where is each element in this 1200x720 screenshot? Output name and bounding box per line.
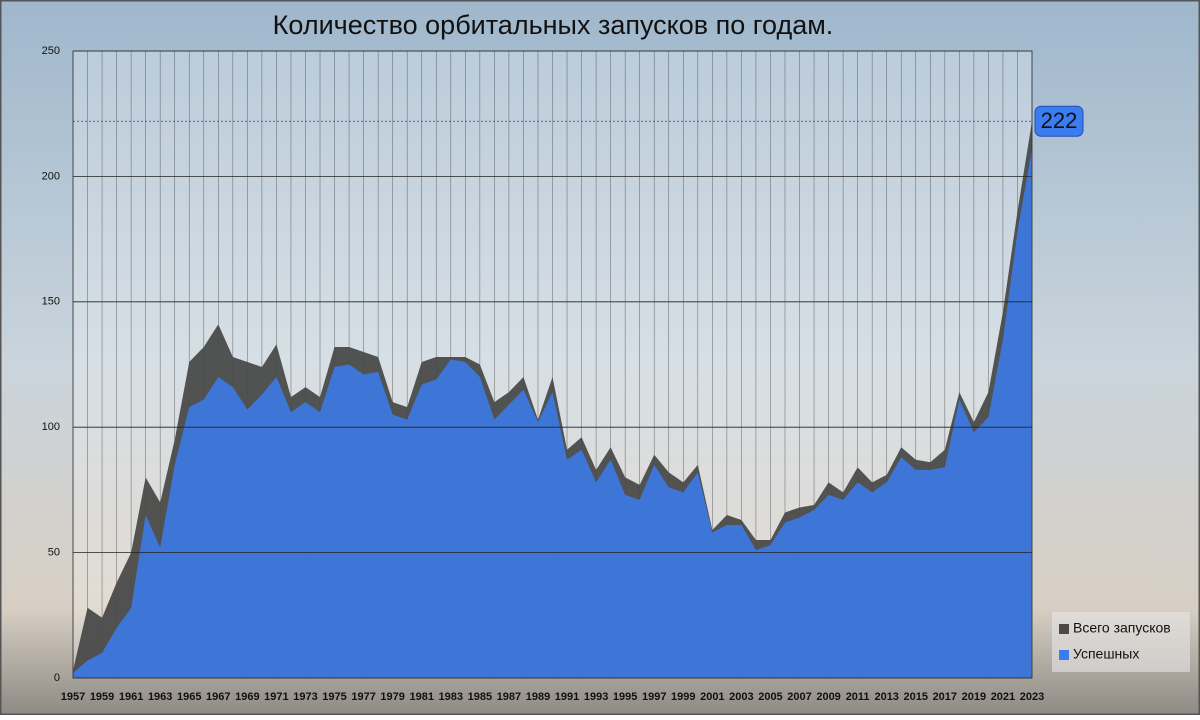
x-tick-label: 2003 [729, 691, 753, 703]
x-tick-label: 1957 [61, 691, 85, 703]
x-tick-label: 1995 [613, 691, 637, 703]
x-tick-label: 1999 [671, 691, 695, 703]
x-tick-label: 1961 [119, 691, 143, 703]
x-tick-label: 1987 [497, 691, 521, 703]
x-tick-label: 2011 [846, 691, 870, 703]
legend-box [1052, 612, 1190, 672]
x-tick-label: 1971 [264, 691, 288, 703]
x-tick-label: 2019 [962, 691, 986, 703]
plot-frame [72, 50, 1033, 679]
y-tick-label: 200 [42, 170, 60, 182]
x-tick-label: 2017 [933, 691, 957, 703]
legend-swatch [1059, 650, 1069, 660]
x-tick-label: 1975 [322, 691, 346, 703]
x-tick-label: 1985 [468, 691, 492, 703]
y-tick-label: 0 [54, 672, 60, 684]
x-tick-label: 1989 [526, 691, 550, 703]
x-tick-label: 2021 [991, 691, 1015, 703]
x-tick-label: 1969 [235, 691, 259, 703]
data-label-box [1034, 105, 1084, 137]
x-tick-label: 1993 [584, 691, 608, 703]
x-tick-label: 1959 [90, 691, 114, 703]
y-tick-label: 150 [42, 296, 60, 308]
legend-swatch [1059, 624, 1069, 634]
x-tick-label: 2023 [1020, 691, 1044, 703]
chart-title: Количество орбитальных запусков по годам… [273, 10, 834, 40]
x-tick-label: 2013 [874, 691, 898, 703]
legend-label: Успешных [1073, 646, 1139, 662]
x-tick-label: 1963 [148, 691, 172, 703]
x-tick-label: 1977 [351, 691, 375, 703]
area [73, 148, 1032, 678]
x-tick-label: 1983 [439, 691, 463, 703]
y-tick-label: 50 [48, 547, 60, 559]
data-label: 222 [1041, 108, 1078, 133]
x-tick-label: 1965 [177, 691, 201, 703]
x-tick-label: 1967 [206, 691, 230, 703]
legend-label: Всего запусков [1073, 620, 1171, 636]
x-tick-label: 2009 [816, 691, 840, 703]
x-tick-label: 2001 [700, 691, 724, 703]
x-tick-label: 1973 [293, 691, 317, 703]
x-tick-label: 1981 [409, 691, 433, 703]
x-tick-label: 1979 [380, 691, 404, 703]
x-tick-label: 1997 [642, 691, 666, 703]
x-tick-label: 2015 [904, 691, 928, 703]
x-tick-label: 1991 [555, 691, 579, 703]
y-tick-label: 100 [42, 421, 60, 433]
x-tick-label: 2007 [787, 691, 811, 703]
y-tick-label: 250 [42, 45, 60, 57]
x-tick-label: 2005 [758, 691, 782, 703]
